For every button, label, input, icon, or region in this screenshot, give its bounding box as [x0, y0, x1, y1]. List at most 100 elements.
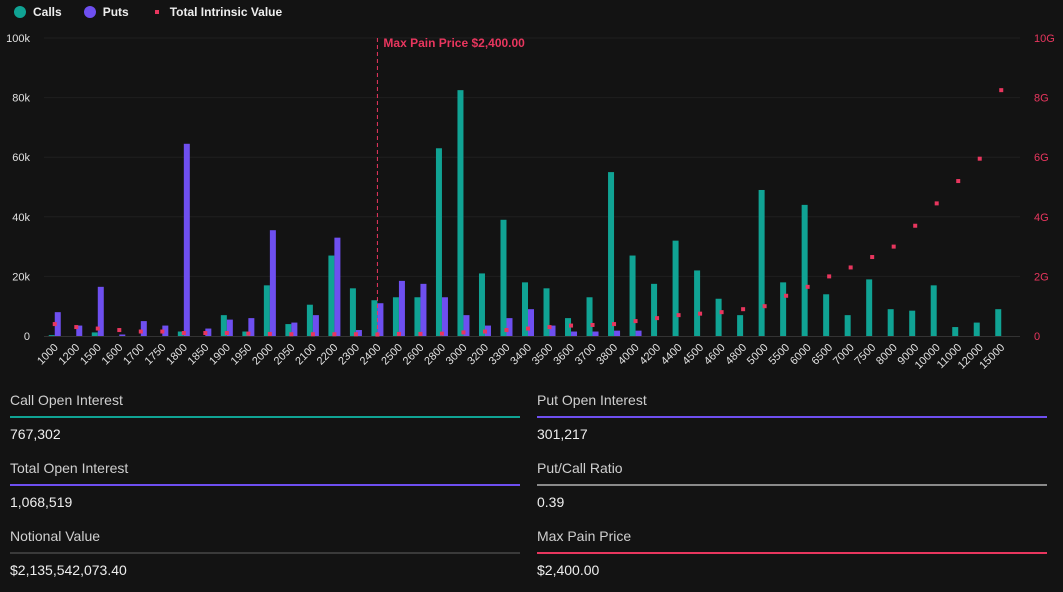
put-bar [334, 237, 341, 336]
call-bar [177, 331, 184, 336]
intrinsic-point [999, 88, 1004, 93]
legend-intrinsic[interactable]: Total Intrinsic Value [151, 5, 282, 19]
legend-puts[interactable]: Puts [83, 5, 129, 19]
y-right-tick: 0 [1034, 331, 1040, 343]
stat-max-pain-price: Max Pain Price $2,400.00 [537, 524, 1047, 592]
stat-put-open-interest: Put Open Interest 301,217 [537, 388, 1047, 456]
call-bar [91, 332, 98, 336]
x-tick: 4600 [702, 342, 728, 368]
intrinsic-point [977, 156, 982, 161]
x-tick: 1200 [57, 342, 83, 368]
call-bar [392, 297, 399, 336]
put-bar [205, 328, 212, 336]
put-bar [398, 280, 405, 336]
x-tick: 6500 [809, 342, 835, 368]
call-bar [930, 285, 937, 336]
stat-title: Put/Call Ratio [537, 460, 623, 476]
y-right-tick: 4G [1034, 212, 1049, 224]
call-bar [995, 309, 1002, 336]
call-bar [694, 270, 701, 336]
stat-value: 767,302 [10, 426, 61, 442]
intrinsic-point [439, 331, 444, 336]
call-bar [306, 304, 313, 336]
call-bar [457, 90, 464, 337]
x-tick: 2050 [272, 342, 298, 368]
call-bar [285, 324, 292, 336]
intrinsic-point [117, 328, 122, 333]
x-tick: 1900 [207, 342, 233, 368]
y-left-tick: 20k [12, 271, 30, 283]
intrinsic-point [827, 274, 832, 279]
x-tick: 1850 [186, 342, 212, 368]
call-bar [349, 288, 356, 336]
x-tick: 3300 [487, 342, 513, 368]
intrinsic-point [612, 322, 617, 327]
call-bar [801, 204, 808, 336]
put-bar [183, 143, 190, 336]
intrinsic-point [870, 255, 875, 260]
call-bar [909, 310, 916, 336]
stats-grid: Call Open Interest 767,302 Put Open Inter… [10, 388, 1048, 592]
x-tick: 4500 [680, 342, 706, 368]
x-tick: 2100 [293, 342, 319, 368]
stat-title: Max Pain Price [537, 528, 632, 544]
intrinsic-point [762, 304, 767, 309]
put-bar [420, 283, 427, 336]
call-bar [887, 309, 894, 336]
calls-swatch [14, 6, 26, 18]
call-bar [629, 255, 636, 336]
call-bar [565, 318, 572, 336]
intrinsic-point [504, 328, 509, 333]
intrinsic-point [913, 223, 918, 228]
x-tick: 2800 [422, 342, 448, 368]
put-bar [312, 315, 319, 336]
intrinsic-point [547, 325, 552, 330]
intrinsic-swatch [154, 10, 159, 14]
x-tick: 1000 [35, 342, 61, 368]
call-bar [608, 172, 615, 336]
y-left-tick: 100k [6, 33, 30, 45]
intrinsic-point [203, 331, 208, 336]
x-tick: 4800 [723, 342, 749, 368]
put-bar [97, 286, 104, 336]
intrinsic-point [956, 179, 961, 184]
x-tick: 4400 [659, 342, 685, 368]
stat-total-open-interest: Total Open Interest 1,068,519 [10, 456, 520, 524]
x-tick: 6000 [788, 342, 814, 368]
intrinsic-point [353, 332, 358, 337]
call-bar [414, 297, 421, 336]
intrinsic-point [396, 331, 401, 336]
put-bar [355, 330, 362, 336]
call-bar [737, 315, 744, 336]
put-bar [549, 325, 556, 336]
stat-value: 0.39 [537, 494, 565, 510]
put-bar [291, 322, 298, 336]
put-bar [377, 303, 384, 336]
open-interest-chart: 0 20k 40k 60k 80k 100k 0 2G 4G 6G 8G 10G 10001200150… [6, 33, 1055, 372]
intrinsic-point [310, 332, 315, 337]
call-bar [263, 285, 270, 336]
call-bar [478, 273, 485, 336]
intrinsic-point [160, 329, 165, 334]
x-tick: 2200 [315, 342, 341, 368]
call-bar [844, 315, 851, 336]
put-bar [635, 330, 642, 336]
call-bar [586, 297, 593, 336]
call-bar [952, 327, 959, 336]
intrinsic-point [482, 329, 487, 334]
legend-calls[interactable]: Calls [14, 5, 62, 19]
intrinsic-point [676, 313, 681, 318]
stat-title: Put Open Interest [537, 392, 647, 408]
put-bar [571, 331, 578, 336]
call-bar [435, 148, 442, 336]
intrinsic-point [741, 307, 746, 312]
intrinsic-point [698, 311, 703, 316]
intrinsic-point [590, 322, 595, 327]
stat-title: Notional Value [10, 528, 101, 544]
call-bar [780, 282, 787, 336]
stat-value: 1,068,519 [10, 494, 73, 510]
stat-title: Total Open Interest [10, 460, 129, 476]
y-right-tick: 2G [1034, 271, 1049, 283]
call-bar [48, 335, 55, 336]
x-tick: 2600 [401, 342, 427, 368]
